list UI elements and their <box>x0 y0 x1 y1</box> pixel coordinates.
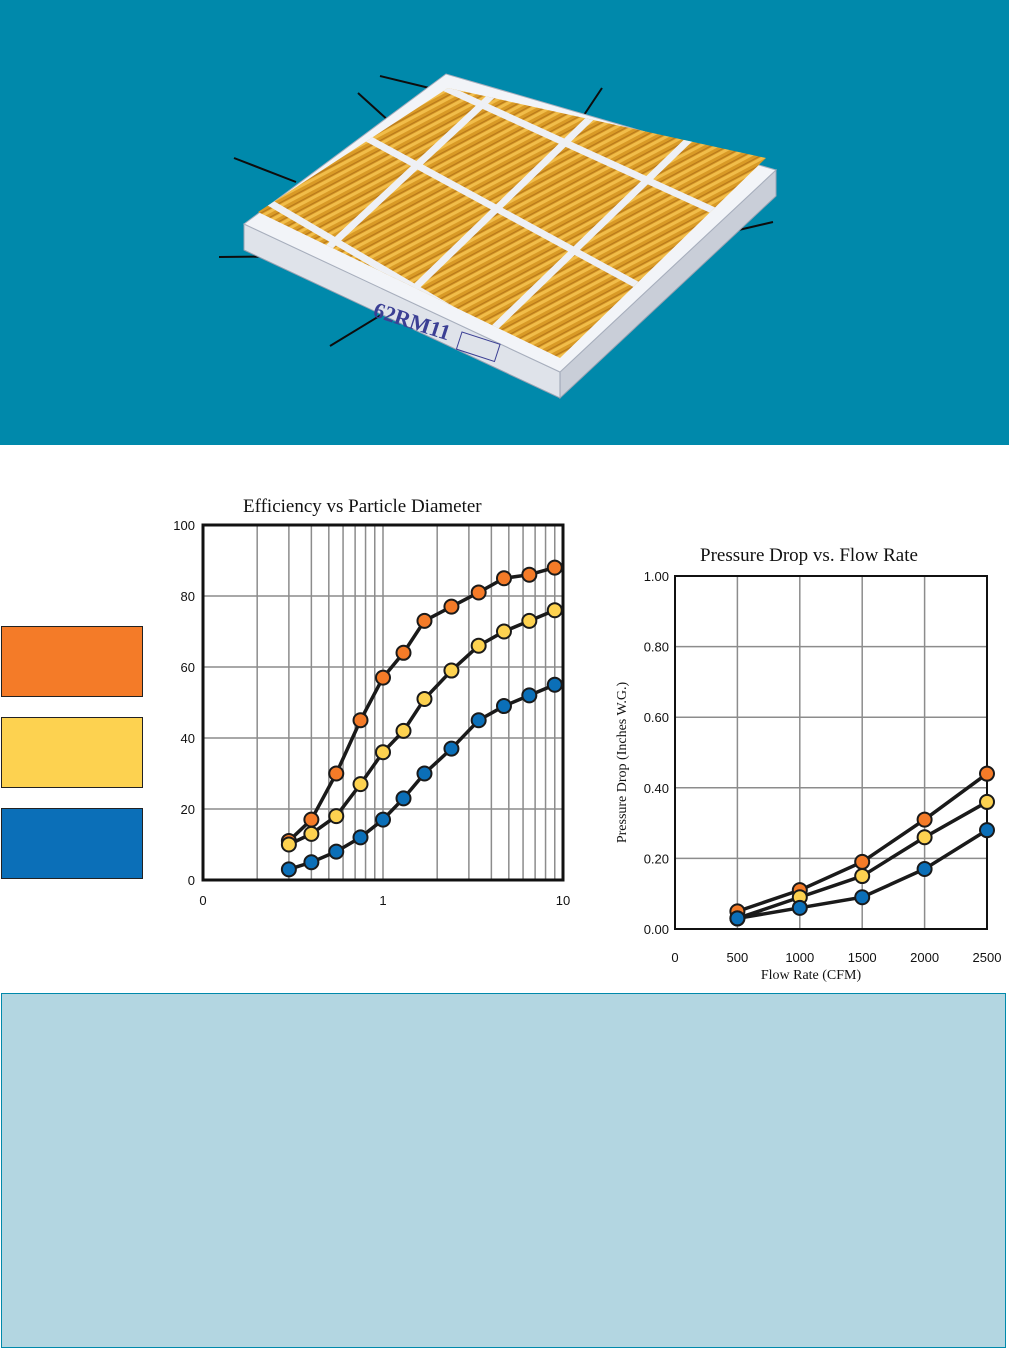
efficiency-y-tick: 100 <box>173 518 195 533</box>
product-hero: 62RM11 <box>0 0 1009 445</box>
data-point <box>352 829 369 846</box>
efficiency-y-tick: 20 <box>181 802 195 817</box>
data-point <box>470 712 487 729</box>
data-point <box>916 811 933 828</box>
pressure-y-tick: 0.40 <box>644 781 669 796</box>
pressure-chart-title: Pressure Drop vs. Flow Rate <box>700 545 918 566</box>
pressure-y-tick: 0.80 <box>644 640 669 655</box>
data-point <box>521 612 538 629</box>
data-point <box>521 687 538 704</box>
data-point <box>854 853 871 870</box>
data-point <box>495 698 512 715</box>
data-point <box>416 690 433 707</box>
efficiency-chart: 0 20 40 60 80 100 0 1 10 <box>173 518 570 908</box>
efficiency-y-tick: 60 <box>181 660 195 675</box>
efficiency-series-yellow <box>280 602 563 853</box>
data-point <box>470 584 487 601</box>
data-point <box>495 570 512 587</box>
data-point <box>375 744 391 761</box>
pressure-x-axis-label: Flow Rate (CFM) <box>761 968 862 983</box>
data-point <box>303 825 320 842</box>
pressure-x-tick: 1500 <box>848 950 877 965</box>
pressure-plot-frame <box>674 575 988 930</box>
efficiency-series-blue <box>280 676 563 878</box>
pressure-series-blue <box>729 822 995 927</box>
efficiency-x-tick: 0 <box>199 893 206 908</box>
data-point <box>352 712 369 729</box>
data-point <box>521 566 538 583</box>
pressure-y-axis-label: Pressure Drop (Inches W.G.) <box>615 681 630 843</box>
legend-swatch-orange <box>1 626 143 697</box>
legend-swatch-blue <box>1 808 143 879</box>
pressure-y-tick: 0.20 <box>644 851 669 866</box>
data-point <box>328 808 345 825</box>
data-point <box>546 602 563 619</box>
pressure-x-tick: 1000 <box>785 950 814 965</box>
efficiency-plot-frame <box>201 523 565 882</box>
pressure-x-tick: 500 <box>727 950 749 965</box>
data-point <box>395 722 412 739</box>
data-point <box>495 623 512 640</box>
data-point <box>470 637 487 654</box>
pleated-air-filter-image: 62RM11 <box>218 73 777 400</box>
info-panel <box>1 993 1006 1348</box>
data-point <box>443 598 460 615</box>
pressure-y-tick: 0.60 <box>644 710 669 725</box>
data-point <box>979 765 995 782</box>
pressure-x-tick: 2000 <box>910 950 939 965</box>
data-point <box>854 889 871 906</box>
data-point <box>791 899 808 916</box>
data-point <box>416 765 433 782</box>
efficiency-y-tick: 80 <box>181 589 195 604</box>
data-point <box>979 822 995 839</box>
efficiency-y-tick: 40 <box>181 731 195 746</box>
data-point <box>916 829 933 846</box>
data-point <box>352 776 369 793</box>
data-point <box>280 836 297 853</box>
pressure-y-tick: 1.00 <box>644 569 669 584</box>
pressure-x-tick: 0 <box>671 950 678 965</box>
data-point <box>375 811 391 828</box>
efficiency-chart-title: Efficiency vs Particle Diameter <box>243 496 482 517</box>
data-point <box>979 793 995 810</box>
pressure-chart: 0.00 0.20 0.40 0.60 0.80 1.00 0 500 1000 1500 2000… <box>615 569 1002 983</box>
data-point <box>916 860 933 877</box>
pressure-x-tick: 2500 <box>973 950 1002 965</box>
pressure-y-tick: 0.00 <box>644 922 669 937</box>
data-point <box>328 843 345 860</box>
data-point <box>443 662 460 679</box>
data-point <box>854 868 871 885</box>
data-point <box>443 740 460 757</box>
data-point <box>729 910 746 927</box>
data-point <box>416 612 433 629</box>
data-point <box>303 811 320 828</box>
data-point <box>280 861 297 878</box>
pressure-grid <box>675 576 987 929</box>
data-point <box>546 559 563 576</box>
legend-swatch-yellow <box>1 717 143 788</box>
efficiency-x-tick: 10 <box>556 893 570 908</box>
data-point <box>303 854 320 871</box>
efficiency-y-tick: 0 <box>188 873 195 888</box>
efficiency-x-tick: 1 <box>379 893 386 908</box>
data-point <box>546 676 563 693</box>
data-point <box>395 790 412 807</box>
data-point <box>328 765 345 782</box>
data-point <box>375 669 391 686</box>
data-point <box>395 644 412 661</box>
